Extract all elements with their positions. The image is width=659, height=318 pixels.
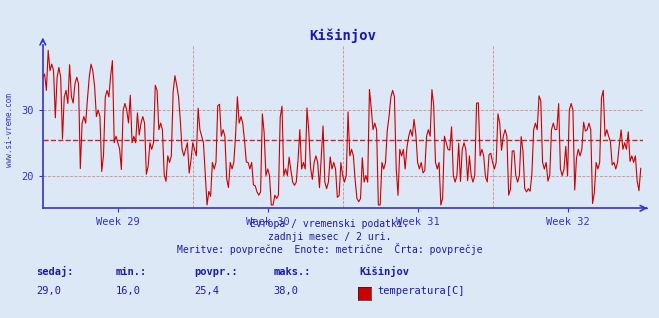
Text: temperatura[C]: temperatura[C] — [377, 286, 465, 296]
Text: Kišinjov: Kišinjov — [359, 266, 409, 277]
Text: Meritve: povprečne  Enote: metrične  Črta: povprečje: Meritve: povprečne Enote: metrične Črta:… — [177, 243, 482, 255]
Text: sedaj:: sedaj: — [36, 266, 74, 277]
Text: 16,0: 16,0 — [115, 286, 140, 296]
Text: 38,0: 38,0 — [273, 286, 299, 296]
Text: zadnji mesec / 2 uri.: zadnji mesec / 2 uri. — [268, 232, 391, 242]
Text: 25,4: 25,4 — [194, 286, 219, 296]
Text: min.:: min.: — [115, 267, 146, 277]
Text: Evropa / vremenski podatki.: Evropa / vremenski podatki. — [250, 219, 409, 229]
Text: maks.:: maks.: — [273, 267, 311, 277]
Text: povpr.:: povpr.: — [194, 267, 238, 277]
Title: Kišinjov: Kišinjov — [309, 29, 376, 43]
Text: 29,0: 29,0 — [36, 286, 61, 296]
Text: www.si-vreme.com: www.si-vreme.com — [5, 93, 14, 167]
